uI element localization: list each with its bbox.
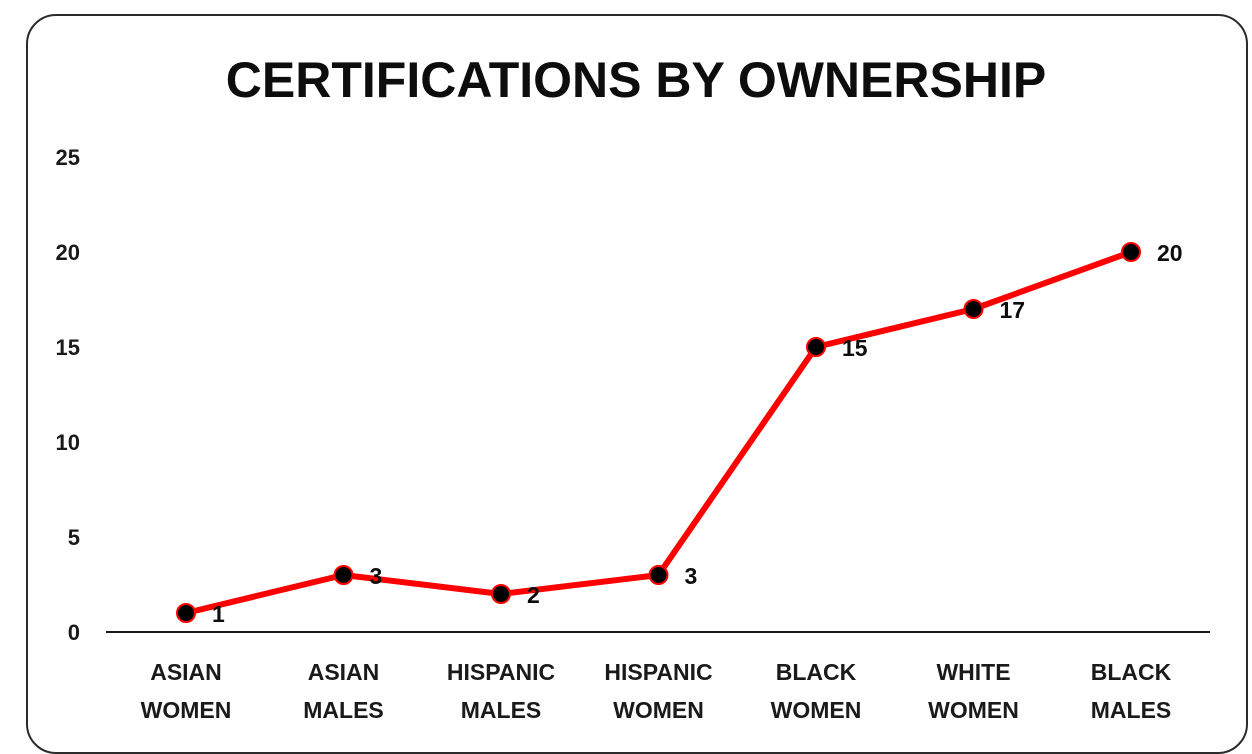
x-category-label-line: WOMEN (613, 697, 704, 723)
y-tick-label: 15 (56, 335, 80, 360)
x-category-label: HISPANIC MALES (447, 659, 555, 723)
x-category-label: ASIAN MALES (303, 659, 384, 723)
data-label: 2 (527, 582, 540, 608)
series-line (183, 249, 1134, 616)
data-label: 20 (1157, 240, 1183, 266)
data-labels-group: 1 3 2 3 15 17 20 (212, 240, 1183, 627)
x-category-label-line: WHITE (936, 659, 1010, 685)
data-point (1121, 242, 1141, 262)
chart-title: CERTIFICATIONS BY OWNERSHIP (226, 52, 1046, 108)
data-label: 3 (685, 563, 698, 589)
x-category-label-line: MALES (1091, 697, 1172, 723)
x-category-label-line: BLACK (1091, 659, 1172, 685)
data-point (491, 584, 511, 604)
chart-card (26, 14, 1248, 754)
x-category-label-line: WOMEN (771, 697, 862, 723)
data-point (648, 565, 669, 585)
data-label: 3 (370, 563, 383, 589)
x-category-label-line: MALES (303, 697, 384, 723)
x-category-label-line: HISPANIC (447, 659, 555, 685)
x-category-label-line: BLACK (776, 659, 857, 685)
y-tick-label: 5 (68, 525, 80, 550)
y-tick-label: 10 (56, 430, 80, 455)
series-markers-group (176, 242, 1141, 623)
x-category-label: BLACK WOMEN (771, 659, 862, 723)
data-point (176, 603, 196, 623)
x-category-label-line: WOMEN (928, 697, 1019, 723)
y-tick-label: 20 (56, 240, 80, 265)
x-category-label: ASIAN WOMEN (141, 659, 232, 723)
x-category-label-line: WOMEN (141, 697, 232, 723)
x-category-label: WHITE WOMEN (928, 659, 1019, 723)
series-line-group (183, 249, 1134, 616)
line-chart: CERTIFICATIONS BY OWNERSHIP 0 5 10 15 20 25 A… (56, 52, 1210, 723)
x-category-label: HISPANIC WOMEN (604, 659, 712, 723)
x-category-label-line: ASIAN (308, 659, 380, 685)
data-label: 15 (842, 335, 868, 361)
x-category-label-line: HISPANIC (604, 659, 712, 685)
data-point (806, 337, 826, 357)
x-category-label-line: ASIAN (150, 659, 222, 685)
x-category-label: BLACK MALES (1091, 659, 1172, 723)
y-tick-label: 25 (56, 145, 80, 170)
data-point (333, 565, 354, 585)
y-tick-label: 0 (68, 620, 80, 645)
data-point (963, 299, 984, 319)
data-label: 17 (1000, 297, 1026, 323)
data-label: 1 (212, 601, 225, 627)
x-category-label-line: MALES (461, 697, 542, 723)
y-axis-ticks: 0 5 10 15 20 25 (56, 145, 80, 645)
